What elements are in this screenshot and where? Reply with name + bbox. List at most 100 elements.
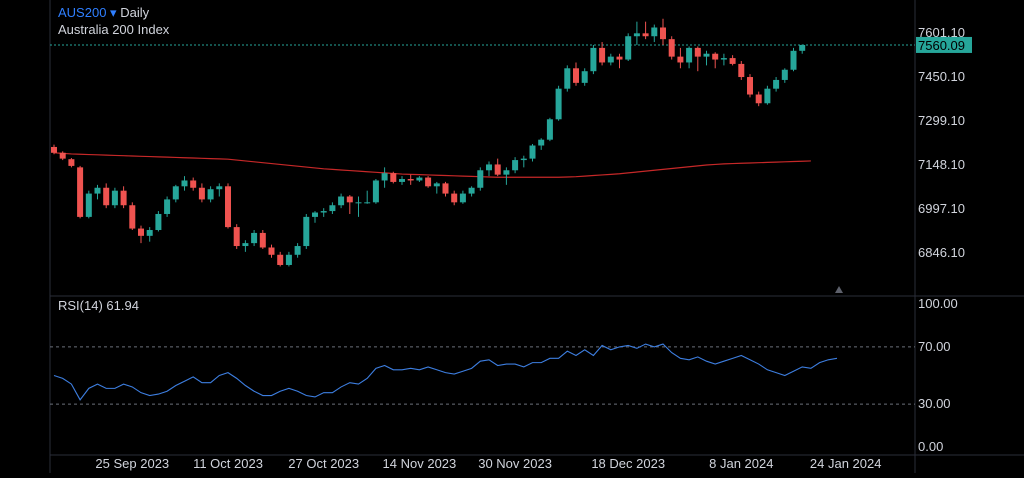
- candle: [703, 50, 710, 66]
- candle: [51, 144, 57, 155]
- candle: [616, 53, 623, 69]
- candle-body: [312, 212, 318, 217]
- candle-body: [790, 50, 797, 70]
- candle-body: [651, 27, 658, 37]
- candle-body: [781, 69, 788, 80]
- candle: [294, 243, 301, 258]
- symbol-label[interactable]: AUS200: [58, 5, 107, 20]
- rsi-label: RSI(14): [58, 298, 103, 313]
- candle: [651, 24, 658, 43]
- candle-body: [94, 187, 101, 194]
- candle-body: [329, 205, 336, 212]
- candle-body: [251, 232, 258, 244]
- candle: [233, 224, 240, 249]
- candle-body: [668, 39, 675, 57]
- candle: [790, 47, 797, 72]
- candle: [242, 240, 249, 252]
- candle-body: [181, 180, 188, 187]
- candle: [529, 144, 536, 162]
- candle: [599, 42, 606, 66]
- candle: [799, 44, 806, 54]
- price-tick-label: 7148.10: [918, 157, 965, 172]
- candle: [564, 65, 571, 92]
- moving-average-layer: [53, 152, 811, 178]
- candle-body: [703, 53, 710, 57]
- candle-body: [555, 88, 562, 120]
- candle-body: [468, 187, 475, 194]
- candle-body: [799, 44, 806, 51]
- candle: [764, 85, 771, 105]
- candle-body: [694, 47, 701, 57]
- candle: [225, 183, 231, 229]
- candle: [738, 61, 745, 80]
- symbol-header[interactable]: AUS200 ▾ Daily: [58, 5, 149, 21]
- candle: [477, 167, 484, 191]
- candle-body: [660, 27, 666, 40]
- candle-body: [242, 243, 249, 247]
- candle-body: [529, 145, 536, 159]
- candle: [590, 44, 597, 75]
- date-tick-label: 11 Oct 2023: [193, 456, 263, 471]
- candle: [399, 176, 405, 185]
- candle-body: [51, 146, 57, 153]
- candle: [581, 68, 588, 86]
- candle-body: [512, 160, 519, 171]
- candle-body: [138, 228, 144, 236]
- candle-body: [120, 190, 127, 206]
- candle-body: [59, 152, 66, 159]
- candle-body: [451, 193, 458, 203]
- candle: [129, 202, 136, 231]
- candle-body: [486, 164, 492, 171]
- candle-body: [442, 183, 449, 194]
- candle: [68, 158, 75, 168]
- candle-body: [225, 186, 231, 228]
- candle-body: [686, 47, 693, 63]
- candle: [251, 230, 258, 247]
- candle-body: [364, 202, 371, 204]
- candle-body: [599, 47, 606, 63]
- candle-body: [607, 56, 614, 63]
- candle-body: [503, 170, 510, 175]
- candle-body: [355, 202, 362, 204]
- candle: [355, 196, 362, 217]
- candle-body: [416, 177, 423, 181]
- candle-body: [720, 58, 727, 60]
- candle: [390, 171, 397, 184]
- candle-body: [285, 254, 292, 265]
- date-tick-label: 27 Oct 2023: [288, 456, 359, 471]
- candle-body: [590, 47, 597, 72]
- candle: [338, 193, 345, 209]
- last-price-tag: [916, 36, 972, 53]
- candle-body: [372, 180, 379, 203]
- candle: [216, 183, 223, 197]
- candle-body: [581, 71, 588, 83]
- candle: [381, 167, 388, 188]
- candle-body: [459, 193, 466, 203]
- date-tick-label: 25 Sep 2023: [95, 456, 169, 471]
- rsi-layer: [53, 343, 838, 401]
- candle-body: [390, 173, 397, 182]
- candle: [755, 91, 762, 107]
- date-tick-label: 30 Nov 2023: [478, 456, 552, 471]
- interval-label[interactable]: Daily: [120, 5, 150, 20]
- candle: [625, 33, 632, 62]
- candle: [720, 53, 727, 66]
- candle: [607, 53, 614, 66]
- axis-layer: 7601.10 7450.10 7299.10 7148.10 6997.10 6846.…: [95, 25, 972, 471]
- candle-body: [294, 246, 301, 255]
- candle-body: [129, 205, 136, 229]
- candle: [407, 174, 414, 185]
- candle-body: [433, 183, 440, 187]
- chevron-down-icon[interactable]: ▾: [110, 5, 117, 20]
- candle: [694, 46, 701, 72]
- candle: [207, 186, 214, 203]
- candle: [181, 176, 188, 191]
- candle-body: [712, 53, 719, 60]
- candle-body: [216, 186, 223, 190]
- candle-body: [520, 158, 527, 161]
- candle-body: [494, 164, 501, 175]
- candle-body: [172, 186, 179, 200]
- candle-body: [773, 79, 780, 89]
